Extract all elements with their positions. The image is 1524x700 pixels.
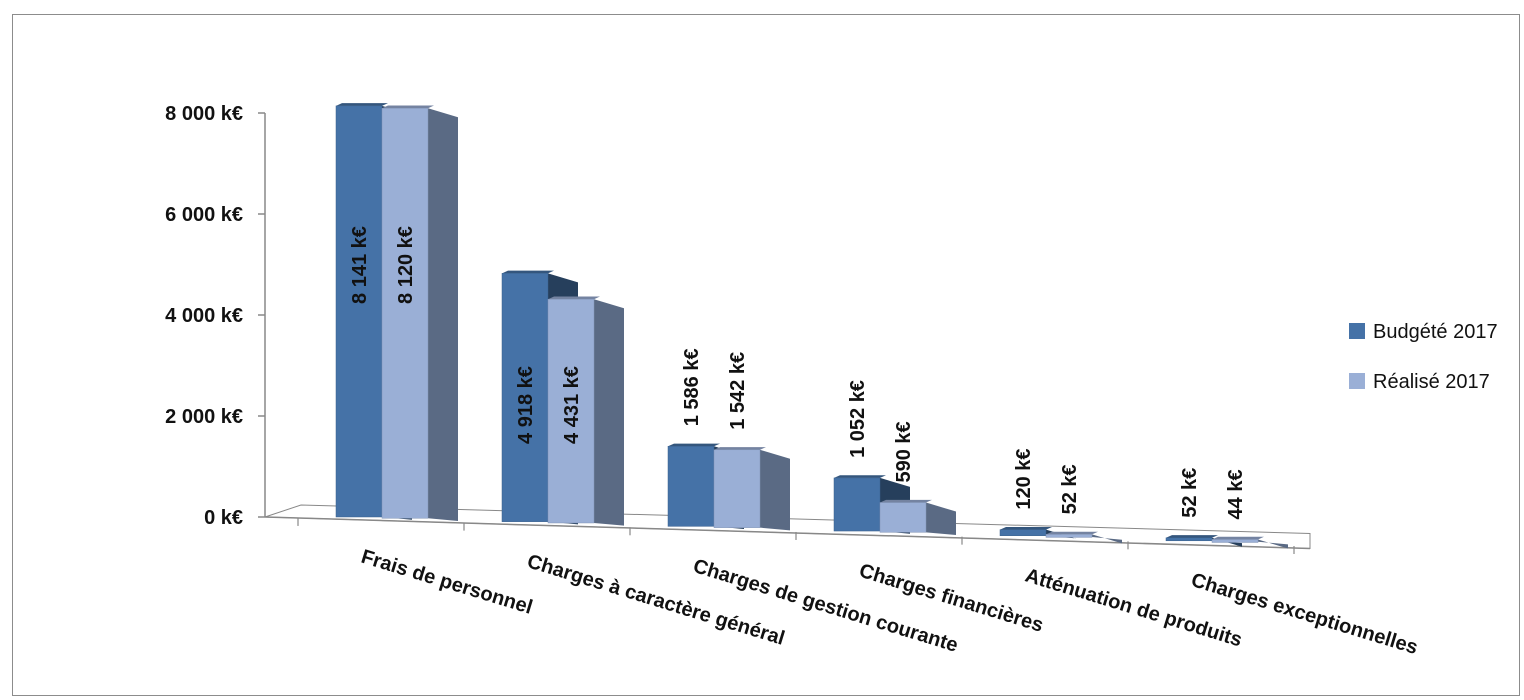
bar-front-face [879,502,927,533]
bar [1045,531,1122,544]
bar-front-face [713,449,761,528]
labels-layer: 8 141 k€ 8 120 k€ 4 918 k€ 4 431 k€ 1 586 k€… [349,226,1247,519]
legend: Budgété 2017 Réalisé 2017 [1349,321,1498,393]
bar [381,105,458,521]
bar-front-face [1165,537,1213,542]
bar-top-face [834,475,886,478]
data-label: 8 141 k€ [349,226,371,304]
data-label: 52 k€ [1059,464,1081,514]
bar [879,499,956,536]
bar-side-face [594,299,624,526]
y-tick-label: 2 000 k€ [165,406,243,428]
bar-front-face [501,273,549,522]
chart-frame [12,14,1520,696]
bar-side-face [1092,534,1122,544]
bar-front-face [667,446,715,527]
y-tick-label: 8 000 k€ [165,103,243,125]
x-axis-line [264,516,1311,550]
data-label: 4 431 k€ [561,366,583,444]
bar-top-face [1166,535,1218,538]
data-label: 590 k€ [893,421,915,482]
bar-side-face [926,502,956,536]
bar-top-face [880,499,932,503]
data-label: 52 k€ [1179,468,1201,518]
bar-front-face [1211,539,1259,543]
bar-front-face [833,477,881,532]
bar-top-face [1046,531,1098,535]
category-label: Frais de personnel [359,546,536,619]
bar-top-face [336,103,388,106]
bar-front-face [999,529,1047,536]
bar-front-face [335,105,383,518]
data-label: 44 k€ [1225,469,1247,519]
bar-front-face [1045,534,1093,538]
category-label: Charges de gestion courante [691,555,961,657]
legend-swatch [1349,323,1365,339]
data-label: 120 k€ [1013,448,1035,509]
data-label: 4 918 k€ [515,366,537,444]
bar-side-face [760,449,790,531]
legend-label: Réalisé 2017 [1373,371,1490,393]
bar-side-face [1258,539,1288,549]
bar-top-face [502,270,554,274]
y-tick-label: 4 000 k€ [165,305,243,327]
bar-top-face [382,105,434,109]
bars-layer [335,103,1288,549]
bar-top-face [668,443,720,447]
bar [1211,536,1288,549]
legend-swatch [1349,373,1365,389]
bar [547,296,624,526]
bar-top-face [1000,526,1052,530]
category-label: Charges à caractère général [525,550,788,649]
bar-top-face [548,296,600,300]
data-label: 1 586 k€ [681,348,703,426]
legend-label: Budgété 2017 [1373,321,1498,343]
y-tick-label: 0 k€ [204,507,243,529]
data-label: 1 542 k€ [727,352,749,430]
data-label: 8 120 k€ [395,226,417,304]
bar [713,447,790,531]
bar-top-face [714,447,766,450]
data-label: 1 052 k€ [847,380,869,458]
bar-top-face [1212,536,1264,540]
bar-front-face [547,298,595,524]
bar-front-face [381,107,429,519]
y-tick-label: 6 000 k€ [165,204,243,226]
bar-side-face [428,108,458,521]
